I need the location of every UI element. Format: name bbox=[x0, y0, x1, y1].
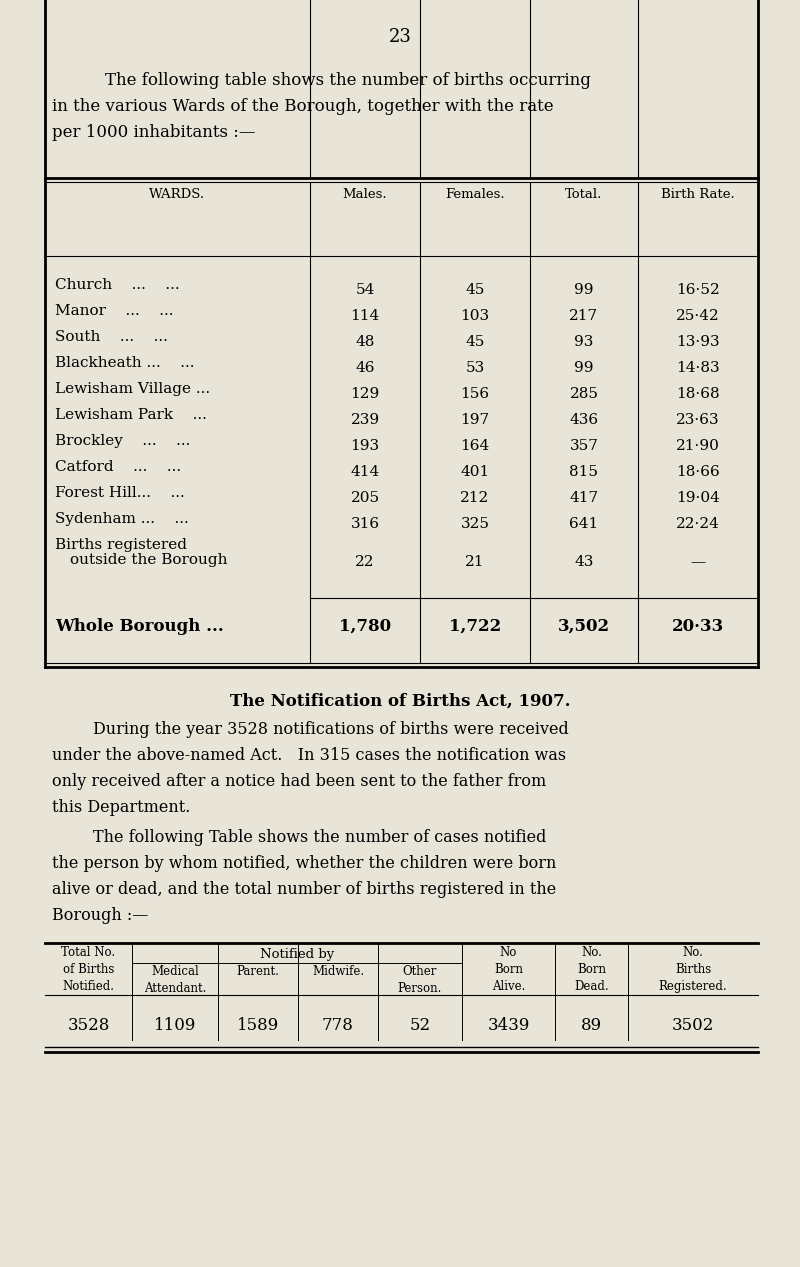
Text: 18·66: 18·66 bbox=[676, 465, 720, 479]
Text: 23·63: 23·63 bbox=[676, 413, 720, 427]
Text: 3502: 3502 bbox=[672, 1017, 714, 1034]
Text: 414: 414 bbox=[350, 465, 380, 479]
Text: 45: 45 bbox=[466, 334, 485, 348]
Text: Total.: Total. bbox=[566, 188, 602, 201]
Text: 3,502: 3,502 bbox=[558, 618, 610, 635]
Text: 436: 436 bbox=[570, 413, 598, 427]
Text: The following Table shows the number of cases notified: The following Table shows the number of … bbox=[52, 829, 546, 846]
Text: 156: 156 bbox=[461, 386, 490, 400]
Text: 93: 93 bbox=[574, 334, 594, 348]
Text: Whole Borough ...: Whole Borough ... bbox=[55, 618, 224, 635]
Text: Medical
Attendant.: Medical Attendant. bbox=[144, 965, 206, 995]
Text: 212: 212 bbox=[460, 492, 490, 506]
Text: 815: 815 bbox=[570, 465, 598, 479]
Text: 164: 164 bbox=[460, 438, 490, 454]
Text: 20·33: 20·33 bbox=[672, 618, 724, 635]
Text: 54: 54 bbox=[355, 283, 374, 296]
Text: 89: 89 bbox=[581, 1017, 602, 1034]
Text: 1,780: 1,780 bbox=[339, 618, 391, 635]
Text: Other
Person.: Other Person. bbox=[398, 965, 442, 995]
Text: Forest Hill...    ...: Forest Hill... ... bbox=[55, 487, 185, 500]
Text: Births registered: Births registered bbox=[55, 538, 187, 552]
Text: 21: 21 bbox=[466, 555, 485, 569]
Text: 641: 641 bbox=[570, 517, 598, 531]
Text: Total No.
of Births
Notified.: Total No. of Births Notified. bbox=[62, 946, 115, 993]
Text: 1,722: 1,722 bbox=[449, 618, 501, 635]
Text: Borough :—: Borough :— bbox=[52, 907, 148, 924]
Text: Sydenham ...    ...: Sydenham ... ... bbox=[55, 512, 189, 526]
Text: No.
Born
Dead.: No. Born Dead. bbox=[574, 946, 609, 993]
Text: under the above-named Act.   In 315 cases the notification was: under the above-named Act. In 315 cases … bbox=[52, 748, 566, 764]
Text: 193: 193 bbox=[350, 438, 379, 454]
Text: Females.: Females. bbox=[445, 188, 505, 201]
Text: Lewisham Park    ...: Lewisham Park ... bbox=[55, 408, 207, 422]
Text: 19·04: 19·04 bbox=[676, 492, 720, 506]
Text: 43: 43 bbox=[574, 555, 594, 569]
Text: WARDS.: WARDS. bbox=[149, 188, 205, 201]
Text: 22·24: 22·24 bbox=[676, 517, 720, 531]
Text: 205: 205 bbox=[350, 492, 379, 506]
Text: Parent.: Parent. bbox=[237, 965, 279, 978]
Text: 25·42: 25·42 bbox=[676, 309, 720, 323]
Text: During the year 3528 notifications of births were received: During the year 3528 notifications of bi… bbox=[52, 721, 569, 737]
Text: 18·68: 18·68 bbox=[676, 386, 720, 400]
Text: 45: 45 bbox=[466, 283, 485, 296]
Text: 417: 417 bbox=[570, 492, 598, 506]
Text: 197: 197 bbox=[461, 413, 490, 427]
Text: 23: 23 bbox=[389, 28, 411, 46]
Text: 325: 325 bbox=[461, 517, 490, 531]
Text: 285: 285 bbox=[570, 386, 598, 400]
Text: 1109: 1109 bbox=[154, 1017, 196, 1034]
Text: The following table shows the number of births occurring: The following table shows the number of … bbox=[105, 72, 591, 89]
Text: Males.: Males. bbox=[342, 188, 387, 201]
Text: 53: 53 bbox=[466, 361, 485, 375]
Text: 46: 46 bbox=[355, 361, 374, 375]
Text: Notified by: Notified by bbox=[260, 948, 334, 960]
Text: Lewisham Village ...: Lewisham Village ... bbox=[55, 381, 210, 397]
Text: 14·83: 14·83 bbox=[676, 361, 720, 375]
Text: Midwife.: Midwife. bbox=[312, 965, 364, 978]
Text: Blackheath ...    ...: Blackheath ... ... bbox=[55, 356, 194, 370]
Text: the person by whom notified, whether the children were born: the person by whom notified, whether the… bbox=[52, 855, 556, 872]
Text: 103: 103 bbox=[461, 309, 490, 323]
Text: 239: 239 bbox=[350, 413, 379, 427]
Text: only received after a notice had been sent to the father from: only received after a notice had been se… bbox=[52, 773, 546, 791]
Text: 99: 99 bbox=[574, 361, 594, 375]
Text: 778: 778 bbox=[322, 1017, 354, 1034]
Text: 21·90: 21·90 bbox=[676, 438, 720, 454]
Text: this Department.: this Department. bbox=[52, 799, 190, 816]
Text: 22: 22 bbox=[355, 555, 374, 569]
Text: 401: 401 bbox=[460, 465, 490, 479]
Text: Birth Rate.: Birth Rate. bbox=[661, 188, 735, 201]
Text: per 1000 inhabitants :—: per 1000 inhabitants :— bbox=[52, 124, 255, 141]
Text: 16·52: 16·52 bbox=[676, 283, 720, 296]
Text: 99: 99 bbox=[574, 283, 594, 296]
Text: —: — bbox=[690, 555, 706, 569]
Text: 13·93: 13·93 bbox=[676, 334, 720, 348]
Text: 52: 52 bbox=[410, 1017, 430, 1034]
Text: South    ...    ...: South ... ... bbox=[55, 329, 168, 345]
Text: 48: 48 bbox=[355, 334, 374, 348]
Text: No
Born
Alive.: No Born Alive. bbox=[492, 946, 525, 993]
Text: Brockley    ...    ...: Brockley ... ... bbox=[55, 435, 190, 449]
Text: 114: 114 bbox=[350, 309, 380, 323]
Text: No.
Births
Registered.: No. Births Registered. bbox=[658, 946, 727, 993]
Text: Catford    ...    ...: Catford ... ... bbox=[55, 460, 181, 474]
Text: alive or dead, and the total number of births registered in the: alive or dead, and the total number of b… bbox=[52, 881, 556, 898]
Text: The Notification of Births Act, 1907.: The Notification of Births Act, 1907. bbox=[230, 693, 570, 710]
Text: 316: 316 bbox=[350, 517, 379, 531]
Text: 217: 217 bbox=[570, 309, 598, 323]
Text: outside the Borough: outside the Borough bbox=[70, 552, 227, 568]
Text: Manor    ...    ...: Manor ... ... bbox=[55, 304, 174, 318]
Text: 129: 129 bbox=[350, 386, 380, 400]
Text: 357: 357 bbox=[570, 438, 598, 454]
Text: 1589: 1589 bbox=[237, 1017, 279, 1034]
Text: Church    ...    ...: Church ... ... bbox=[55, 277, 180, 291]
Text: 3528: 3528 bbox=[67, 1017, 110, 1034]
Text: in the various Wards of the Borough, together with the rate: in the various Wards of the Borough, tog… bbox=[52, 98, 554, 115]
Text: 3439: 3439 bbox=[487, 1017, 530, 1034]
